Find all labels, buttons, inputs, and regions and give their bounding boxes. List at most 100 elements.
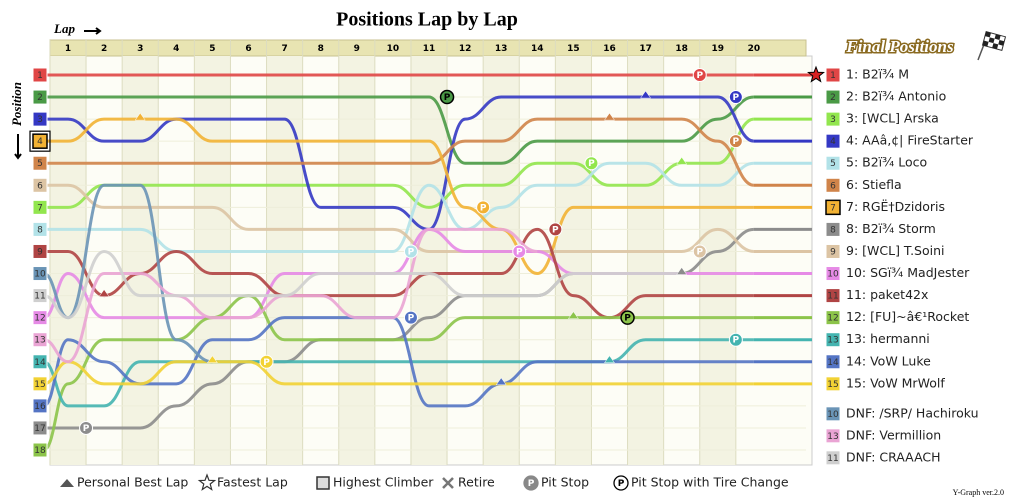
grid-number: 6 xyxy=(37,181,43,191)
grid-box xyxy=(32,354,48,370)
grid-box xyxy=(32,89,48,105)
legend-label: Highest Climber xyxy=(333,475,434,490)
grid-number: 17 xyxy=(34,424,45,434)
column-stripe xyxy=(627,56,664,465)
legend-number: 10 xyxy=(827,410,839,420)
pit-letter: P xyxy=(733,137,740,147)
legend-box xyxy=(825,133,841,149)
grid-number: 7 xyxy=(37,203,43,213)
lap-label: 18 xyxy=(675,44,688,54)
legend-number: 8 xyxy=(830,225,836,235)
best-lap-marker xyxy=(676,267,688,275)
legend-box xyxy=(825,199,841,216)
fastest-lap-star xyxy=(807,65,825,83)
chart-title: Positions Lap by Lap xyxy=(336,9,518,31)
grid-box xyxy=(32,67,48,83)
pit-stop-marker xyxy=(728,332,743,347)
best-lap-marker xyxy=(567,311,579,319)
legend-name: 9: [WCL] T.Soini xyxy=(846,243,945,258)
grid-number: 11 xyxy=(34,292,45,302)
pit-letter: P xyxy=(696,71,703,81)
grid-number: 15 xyxy=(34,380,45,390)
x-axis-label: Lap xyxy=(53,21,75,36)
legend-icon xyxy=(60,479,74,487)
pit-stop-marker xyxy=(692,244,707,259)
grid-number: 2 xyxy=(37,93,43,103)
legend-number: 13 xyxy=(827,336,838,346)
pit-stop-marker xyxy=(259,354,274,369)
lap-label: 13 xyxy=(495,44,508,54)
grid-box xyxy=(32,398,48,414)
y-arrow xyxy=(14,134,22,160)
position-line xyxy=(43,227,754,320)
pit-stop-marker xyxy=(79,420,94,435)
lap-label: 7 xyxy=(281,44,287,54)
pit-stop-marker xyxy=(728,134,743,149)
pit-letter: P xyxy=(516,247,523,257)
legend-box xyxy=(825,428,841,444)
checkered-flag xyxy=(977,31,1007,61)
lap-label: 16 xyxy=(603,44,616,54)
legend-icon xyxy=(523,475,539,491)
legend-icon-letter: P xyxy=(528,479,535,489)
position-line xyxy=(44,95,755,165)
legend-number: 10 xyxy=(827,270,839,280)
pit-stop-marker xyxy=(584,156,599,171)
best-lap-marker xyxy=(676,156,688,165)
lap-label: 19 xyxy=(712,44,725,54)
legend-number: 4 xyxy=(830,137,836,147)
pit-letter: P xyxy=(624,314,631,324)
legend-number: 13 xyxy=(827,432,838,442)
legend-number: 3 xyxy=(830,115,836,125)
tire-stop-marker xyxy=(439,89,455,105)
grid-box xyxy=(32,332,48,348)
legend-icon-letter: P xyxy=(618,479,625,489)
lap-label: 12 xyxy=(459,44,472,54)
position-line xyxy=(44,117,755,187)
pit-stop-marker xyxy=(728,90,743,105)
legend-icon xyxy=(442,477,454,489)
grid-box xyxy=(32,266,48,282)
legend-number: 9 xyxy=(830,247,836,257)
grid-number: 13 xyxy=(34,336,45,346)
legend-name: 15: VoW MrWolf xyxy=(846,375,945,390)
pit-letter: P xyxy=(588,159,595,169)
grid-box xyxy=(32,420,48,436)
position-line xyxy=(44,117,755,209)
grid-box xyxy=(32,442,48,458)
grid-box xyxy=(32,221,48,237)
legend-number: 11 xyxy=(827,292,838,302)
legend-box xyxy=(825,376,841,392)
column-stripe xyxy=(266,56,303,465)
legend-box xyxy=(825,155,841,171)
x-arrow xyxy=(84,27,102,35)
legend-number: 5 xyxy=(830,159,836,169)
grid-number: 9 xyxy=(37,247,43,257)
legend-name: 4: AAâ‚¢| FireStarter xyxy=(846,133,974,148)
legend-name: 6: Stiefla xyxy=(846,177,902,192)
legend-icon xyxy=(197,473,217,491)
column-stripe xyxy=(699,56,736,465)
position-line xyxy=(43,249,682,320)
grid-number: 3 xyxy=(37,115,43,125)
legend-label: Fastest Lap xyxy=(217,475,288,490)
legend-name: 12: [FU]~â€¹Rocket xyxy=(846,309,969,324)
lap-label: 3 xyxy=(137,44,143,54)
legend-name: DNF: Vermillion xyxy=(846,427,941,442)
legend-name: 2: B2ï¾ Antonio xyxy=(846,89,946,104)
grid-number: 10 xyxy=(34,270,46,280)
lap-label: 2 xyxy=(101,44,107,54)
pit-stop-marker xyxy=(548,222,563,237)
grid-number: 18 xyxy=(34,446,46,456)
column-stripe xyxy=(555,56,592,465)
grid-number: 8 xyxy=(37,225,43,235)
pit-stop-marker xyxy=(512,244,527,259)
final-title: Final Positions xyxy=(845,37,954,56)
legend-name: 3: [WCL] Arska xyxy=(846,111,939,126)
legend-box xyxy=(825,111,841,127)
legend-number: 2 xyxy=(830,93,836,103)
legend-number: 15 xyxy=(827,380,838,390)
grid-box xyxy=(32,288,48,304)
